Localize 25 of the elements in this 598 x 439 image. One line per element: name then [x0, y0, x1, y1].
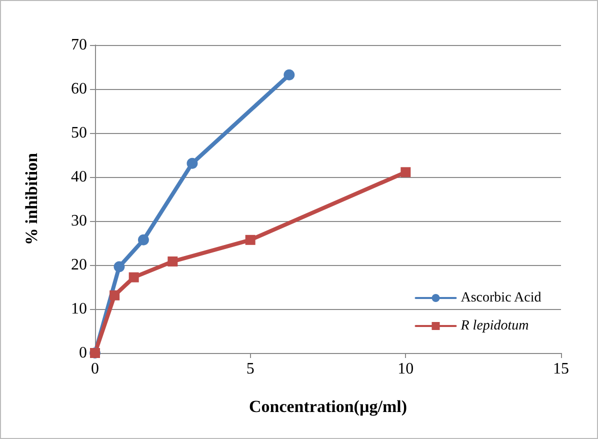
x-tick-label: 5 [246, 360, 254, 378]
y-tick-label: 70 [71, 36, 87, 54]
point [110, 290, 120, 300]
y-tick-label: 20 [71, 256, 87, 274]
y-tick-label: 10 [71, 300, 87, 318]
legend-label: R lepidotum [460, 318, 529, 334]
x-tick-label: 0 [91, 360, 99, 378]
point [114, 261, 125, 272]
y-tick-label: 50 [71, 124, 87, 142]
point [138, 234, 149, 246]
point [284, 69, 295, 80]
point [128, 272, 139, 282]
x-tick-label: 10 [398, 360, 414, 378]
y-tick-label: 60 [71, 80, 87, 98]
y-tick-label: 30 [71, 212, 87, 230]
point [245, 234, 256, 245]
y-tick-label: 0 [79, 344, 87, 362]
legend-label: Ascorbic Acid [460, 290, 542, 306]
point [186, 158, 198, 169]
x-tick-label: 15 [553, 360, 569, 378]
y-axis-title: % inhibition [22, 152, 41, 246]
point [400, 167, 411, 178]
point [168, 256, 178, 266]
y-tick-label: 40 [71, 168, 87, 186]
x-axis-title: Concentration(µg/ml) [248, 397, 408, 416]
